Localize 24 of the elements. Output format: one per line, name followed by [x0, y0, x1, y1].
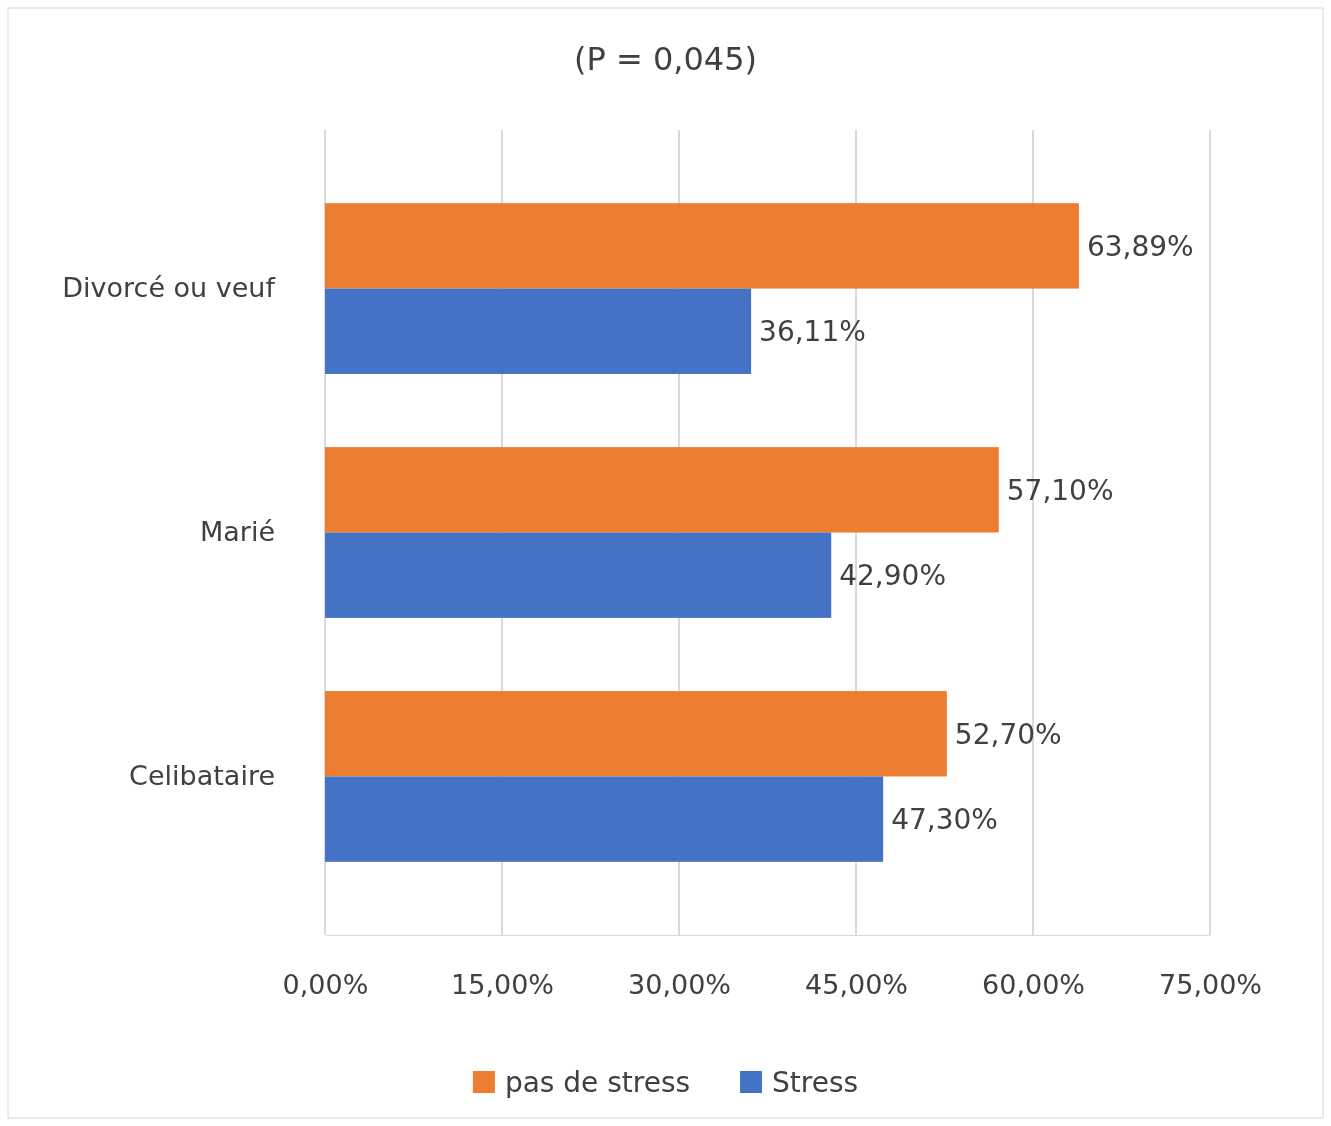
- x-tick-label: 45,00%: [805, 969, 908, 1001]
- bar: [325, 532, 832, 618]
- bar: [325, 447, 999, 533]
- legend-label: pas de stress: [504, 1065, 691, 1099]
- data-label: 57,10%: [1006, 473, 1114, 507]
- data-label: 52,70%: [954, 717, 1062, 751]
- x-tick-label: 0,00%: [282, 969, 369, 1001]
- x-tick-label: 75,00%: [1159, 969, 1262, 1001]
- x-tick-label: 30,00%: [628, 969, 731, 1001]
- bar: [325, 203, 1079, 289]
- chart-title: (P = 0,045): [573, 40, 758, 78]
- data-label: 42,90%: [839, 558, 946, 592]
- bar: [325, 776, 884, 862]
- x-tick-label: 15,00%: [451, 969, 554, 1001]
- y-tick-label: Marié: [199, 516, 275, 548]
- bar: [325, 691, 947, 777]
- y-tick-label: Divorcé ou veuf: [62, 272, 277, 304]
- data-label: 63,89%: [1086, 229, 1194, 263]
- bar: [325, 288, 752, 374]
- data-label: 36,11%: [759, 315, 866, 349]
- x-tick-label: 60,00%: [982, 969, 1085, 1001]
- data-label: 47,30%: [891, 802, 998, 836]
- legend-label: Stress: [772, 1065, 859, 1099]
- y-tick-label: Celibataire: [129, 760, 275, 792]
